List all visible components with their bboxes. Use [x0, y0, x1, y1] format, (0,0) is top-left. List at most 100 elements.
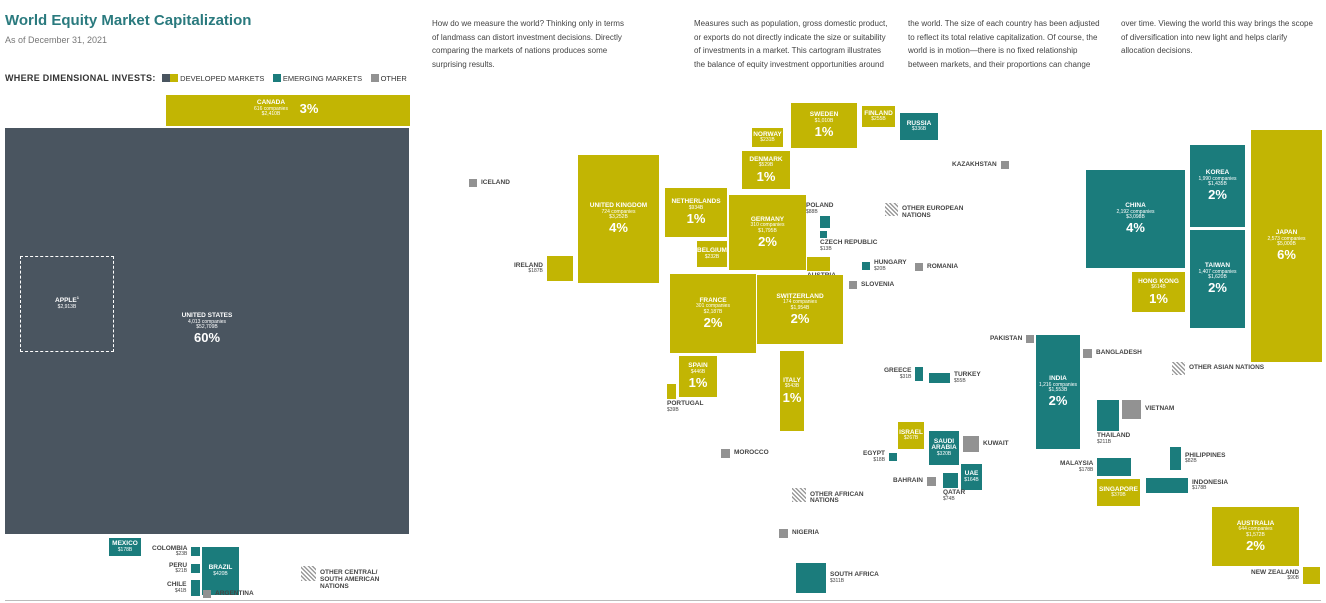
country-poland [820, 216, 830, 228]
market-cap: $529B [758, 162, 774, 169]
country-name: NEW ZEALAND [1251, 568, 1300, 576]
market-cap: $178B [117, 546, 133, 553]
country-singapore [1097, 479, 1140, 506]
legend-swatch-other [370, 74, 379, 82]
market-share: 1% [782, 389, 802, 405]
country-name: MALAYSIA [1060, 460, 1094, 467]
country-malaysia [1097, 458, 1131, 476]
company-count: 724 companies [601, 208, 636, 215]
company-count: 1,990 companies [1198, 175, 1237, 182]
country-name: OTHER CENTRAL/ SOUTH AMERICAN NATIONS [320, 569, 380, 590]
bottom-rule [5, 600, 1321, 601]
country-name: ROMANIA [927, 262, 959, 270]
country-name: SWITZERLAND [776, 292, 824, 300]
country-name: CHILE [167, 581, 187, 588]
legend-emerging: EMERGING MARKETS [282, 74, 363, 83]
country-hong-kong [1132, 272, 1185, 312]
country-name: PORTUGAL [667, 400, 704, 407]
country-name: PERU [169, 561, 188, 569]
country-name: ARGENTINA [215, 589, 254, 597]
market-cap: $82B [1185, 458, 1197, 465]
country-russia [900, 113, 938, 140]
market-cap: $13B [820, 245, 832, 252]
market-cap: $31B [899, 373, 912, 380]
company-count: 1,407 companies [1198, 268, 1237, 275]
market-cap: $88B [806, 208, 818, 215]
company-count: 1,216 companies [1038, 381, 1078, 388]
market-cap: $52,709B [196, 324, 218, 331]
country-morocco [721, 449, 730, 458]
country-hungary [862, 262, 870, 270]
country-name: KOREA [1205, 169, 1230, 176]
country-name: THAILAND [1097, 432, 1131, 439]
market-cap: $164B [964, 476, 979, 483]
country-south-africa [796, 563, 826, 593]
country-iceland [469, 179, 477, 187]
country-switzerland [757, 275, 843, 344]
country-name: GREECE [884, 367, 912, 374]
market-share: 4% [609, 220, 628, 236]
intro-col-4: over time. Viewing the world this way br… [1121, 19, 1313, 55]
market-share: 1% [688, 375, 708, 391]
country-name: UNITED KINGDOM [589, 202, 648, 209]
country-saudi [929, 431, 959, 465]
market-share: 2% [703, 314, 723, 330]
country-spain [679, 356, 717, 397]
market-share: 2% [1208, 187, 1227, 203]
market-share: 2% [1048, 393, 1068, 409]
market-cap: $543B [784, 383, 800, 390]
country-other-eu [885, 203, 898, 216]
market-cap: $1,954B [790, 304, 810, 311]
country-name: INDONESIA [1192, 478, 1229, 486]
country-name: AUSTRALIA [1236, 519, 1275, 527]
country-indonesia [1146, 478, 1188, 493]
market-cap: $41B [174, 587, 187, 594]
country-pakistan [1026, 335, 1034, 343]
market-share: 1% [1149, 290, 1168, 306]
country-name: EGYPT [863, 450, 886, 457]
country-name: UNITED STATES [181, 312, 233, 319]
market-share: 1% [756, 168, 776, 184]
market-cap: $55B [954, 377, 966, 384]
country-new-zealand [1303, 567, 1320, 584]
market-cap: $23B [175, 551, 188, 558]
country-finland [862, 106, 895, 127]
country-name: POLAND [806, 202, 834, 209]
company-count: 310 companies [750, 222, 785, 229]
intro-col-2: Measures such as population, gross domes… [694, 19, 888, 69]
country-czech [820, 231, 827, 238]
country-taiwan [1190, 230, 1245, 328]
country-sweden [791, 103, 857, 148]
country-australia [1212, 507, 1299, 566]
country-germany [729, 195, 806, 270]
market-cap: $311B [830, 577, 845, 584]
company-count: 174 companies [783, 299, 817, 306]
country-name: BAHRAIN [893, 477, 923, 484]
country-bangladesh [1083, 349, 1092, 358]
market-cap: $187B [528, 268, 543, 275]
company-count: 4,013 companies [187, 318, 227, 325]
market-cap: $178B [1078, 466, 1094, 473]
country-italy [780, 351, 804, 431]
country-peru [191, 564, 200, 573]
country-portugal [667, 384, 676, 399]
country-name: BRAZIL [208, 564, 233, 571]
market-share: 4% [1126, 220, 1145, 236]
market-share: 60% [193, 330, 221, 346]
market-cap: $1,795B [758, 227, 777, 234]
country-name: GERMANY [750, 215, 785, 223]
country-name: SWEDEN [809, 111, 839, 118]
country-other-as [1172, 362, 1185, 375]
country-name: OTHER AFRICAN NATIONS [810, 490, 864, 505]
country-name: KAZAKHSTAN [952, 160, 997, 168]
country-name: SLOVENIA [861, 280, 895, 288]
market-cap: $446B [690, 368, 706, 375]
country-name: INDIA [1049, 375, 1067, 382]
country-austria [807, 257, 830, 271]
company-count: 2,573 companies [1267, 235, 1306, 242]
company-count: 644 companies [1238, 526, 1273, 533]
company-count: 2,192 companies [1116, 208, 1155, 215]
country-colombia [191, 547, 200, 556]
country-egypt [889, 453, 897, 461]
market-share: 2% [790, 310, 810, 326]
